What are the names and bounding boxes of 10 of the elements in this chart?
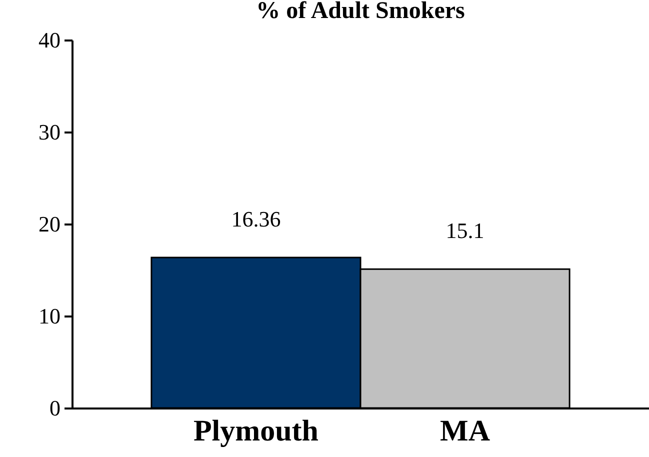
data-label: 15.1 <box>446 218 484 244</box>
y-tick-label: 40 <box>38 28 60 52</box>
y-tick-label: 0 <box>50 396 60 420</box>
x-tick-label: Plymouth <box>193 414 319 448</box>
chart-title: % of Adult Smokers <box>256 0 465 24</box>
y-tick-label: 30 <box>38 120 60 144</box>
data-label: 16.36 <box>231 206 281 232</box>
y-tick-label: 10 <box>38 304 60 328</box>
x-tick-label: MA <box>440 414 490 448</box>
y-tick-label: 20 <box>38 212 60 236</box>
